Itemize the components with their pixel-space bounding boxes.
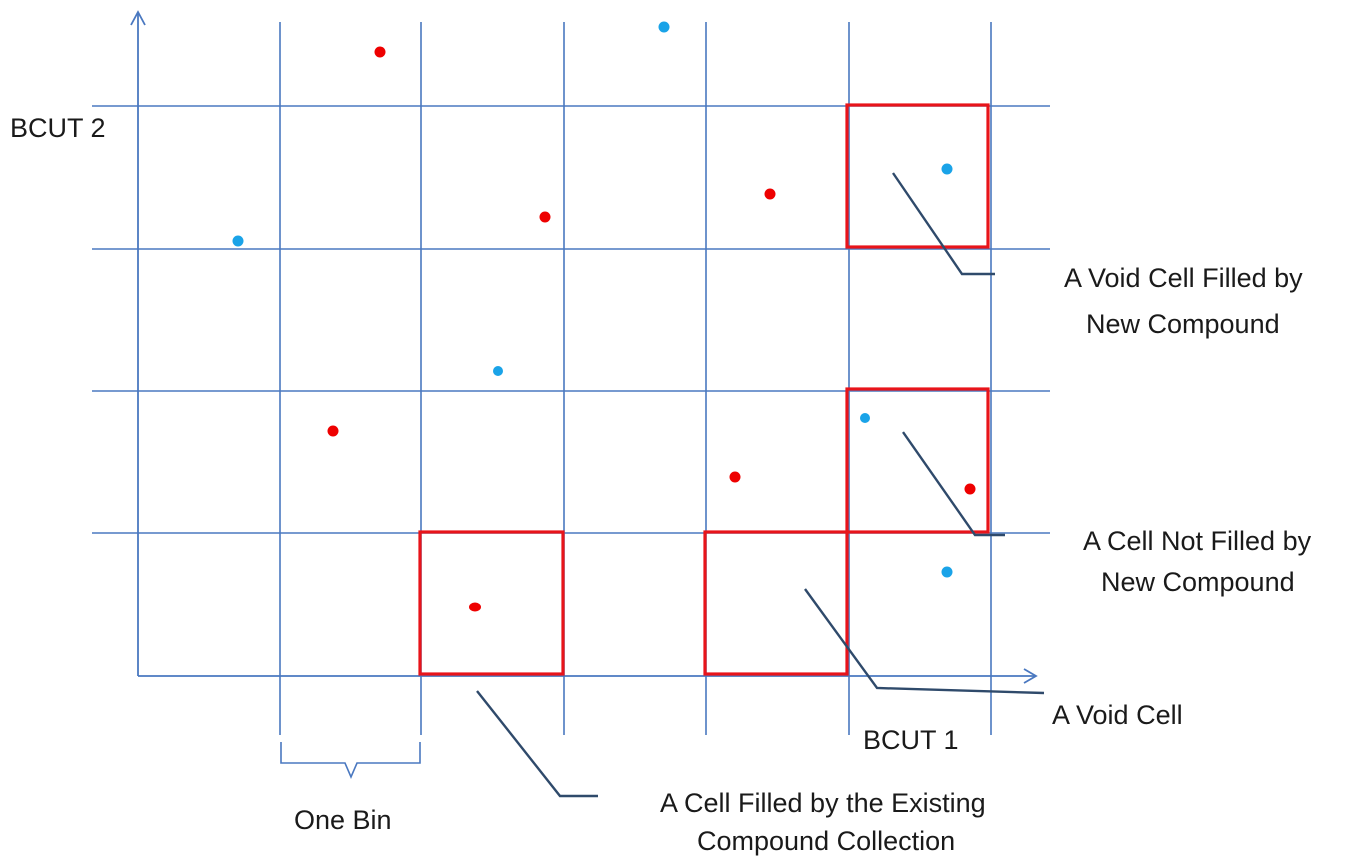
leader-void-filled xyxy=(892,172,995,276)
new-compound-point xyxy=(941,566,953,578)
existing-compound-point xyxy=(729,471,741,483)
new-compound-points xyxy=(232,21,953,578)
highlighted-cells xyxy=(418,103,990,676)
new-compound-point xyxy=(941,163,953,175)
existing-compound-point xyxy=(374,46,386,58)
x-axis-arrowhead xyxy=(1023,668,1038,684)
cell-not-filled-by-new-compound xyxy=(845,387,990,534)
bin-brace xyxy=(280,742,421,780)
axes xyxy=(130,10,1038,684)
callout-void-line1: A Void Cell xyxy=(1052,700,1183,730)
new-compound-point xyxy=(658,21,670,33)
grid-vertical-lines xyxy=(279,22,992,735)
y-axis-label: BCUT 2 xyxy=(10,113,106,143)
callout-void-filled-line1: A Void Cell Filled by xyxy=(1064,263,1303,293)
new-compound-point xyxy=(493,366,503,376)
void-cell xyxy=(703,530,849,676)
existing-compound-point xyxy=(764,188,776,200)
leader-existing xyxy=(476,690,598,798)
void-cell-filled-by-new-compound xyxy=(845,103,990,249)
callout-not-filled-line1: A Cell Not Filled by xyxy=(1083,526,1312,556)
existing-compound-point xyxy=(327,425,339,437)
x-axis-label: BCUT 1 xyxy=(863,725,959,755)
callout-existing-line1: A Cell Filled by the Existing xyxy=(660,788,986,818)
new-compound-point xyxy=(232,235,244,247)
callout-existing-line2: Compound Collection xyxy=(697,826,955,856)
one-bin-label: One Bin xyxy=(294,805,392,835)
existing-compound-point xyxy=(539,211,551,223)
leader-not-filled xyxy=(902,431,1005,537)
leader-lines xyxy=(476,172,1045,798)
existing-compound-points xyxy=(327,46,976,612)
grid-horizontal-lines xyxy=(92,105,1050,534)
cell-filled-by-existing-collection xyxy=(418,530,565,676)
existing-compound-point xyxy=(469,602,481,612)
new-compound-point xyxy=(860,413,870,423)
one-bin-bracket xyxy=(280,742,421,780)
callout-void-filled-line2: New Compound xyxy=(1086,309,1280,339)
leader-void xyxy=(804,588,1045,695)
existing-compound-point xyxy=(964,483,976,495)
callout-not-filled-line2: New Compound xyxy=(1101,567,1295,597)
y-axis-arrowhead xyxy=(130,10,146,26)
